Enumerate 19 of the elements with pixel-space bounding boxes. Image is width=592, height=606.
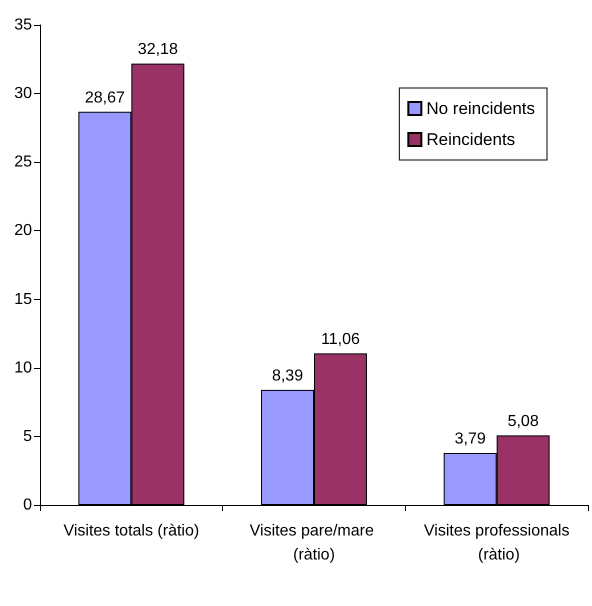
y-tick-label: 20 (14, 222, 32, 240)
x-tick-label: Visites totals (ràtio) (63, 522, 200, 540)
y-tick-label: 10 (14, 359, 32, 376)
data-label: 3,79 (454, 430, 486, 448)
y-tick-label: 0 (23, 496, 32, 514)
x-tick-label: Visites pare/mare (ràtio) (250, 522, 378, 564)
x-tick-label: Visites professionals (ràtio) (424, 522, 570, 564)
data-label: 28,67 (84, 89, 125, 106)
legend-label: No reincidents (426, 99, 536, 118)
y-tick-label: 35 (14, 16, 32, 34)
legend-label: Reincidents (426, 130, 516, 149)
y-tick-label: 30 (14, 85, 32, 102)
data-label: 8,39 (272, 367, 304, 384)
data-label: 11,06 (321, 330, 360, 348)
data-label: 32,18 (138, 41, 178, 58)
data-label: 5,08 (508, 412, 539, 430)
y-tick-label: 5 (23, 428, 32, 445)
y-tick-label: 25 (14, 154, 32, 171)
y-tick-label: 15 (14, 290, 32, 308)
